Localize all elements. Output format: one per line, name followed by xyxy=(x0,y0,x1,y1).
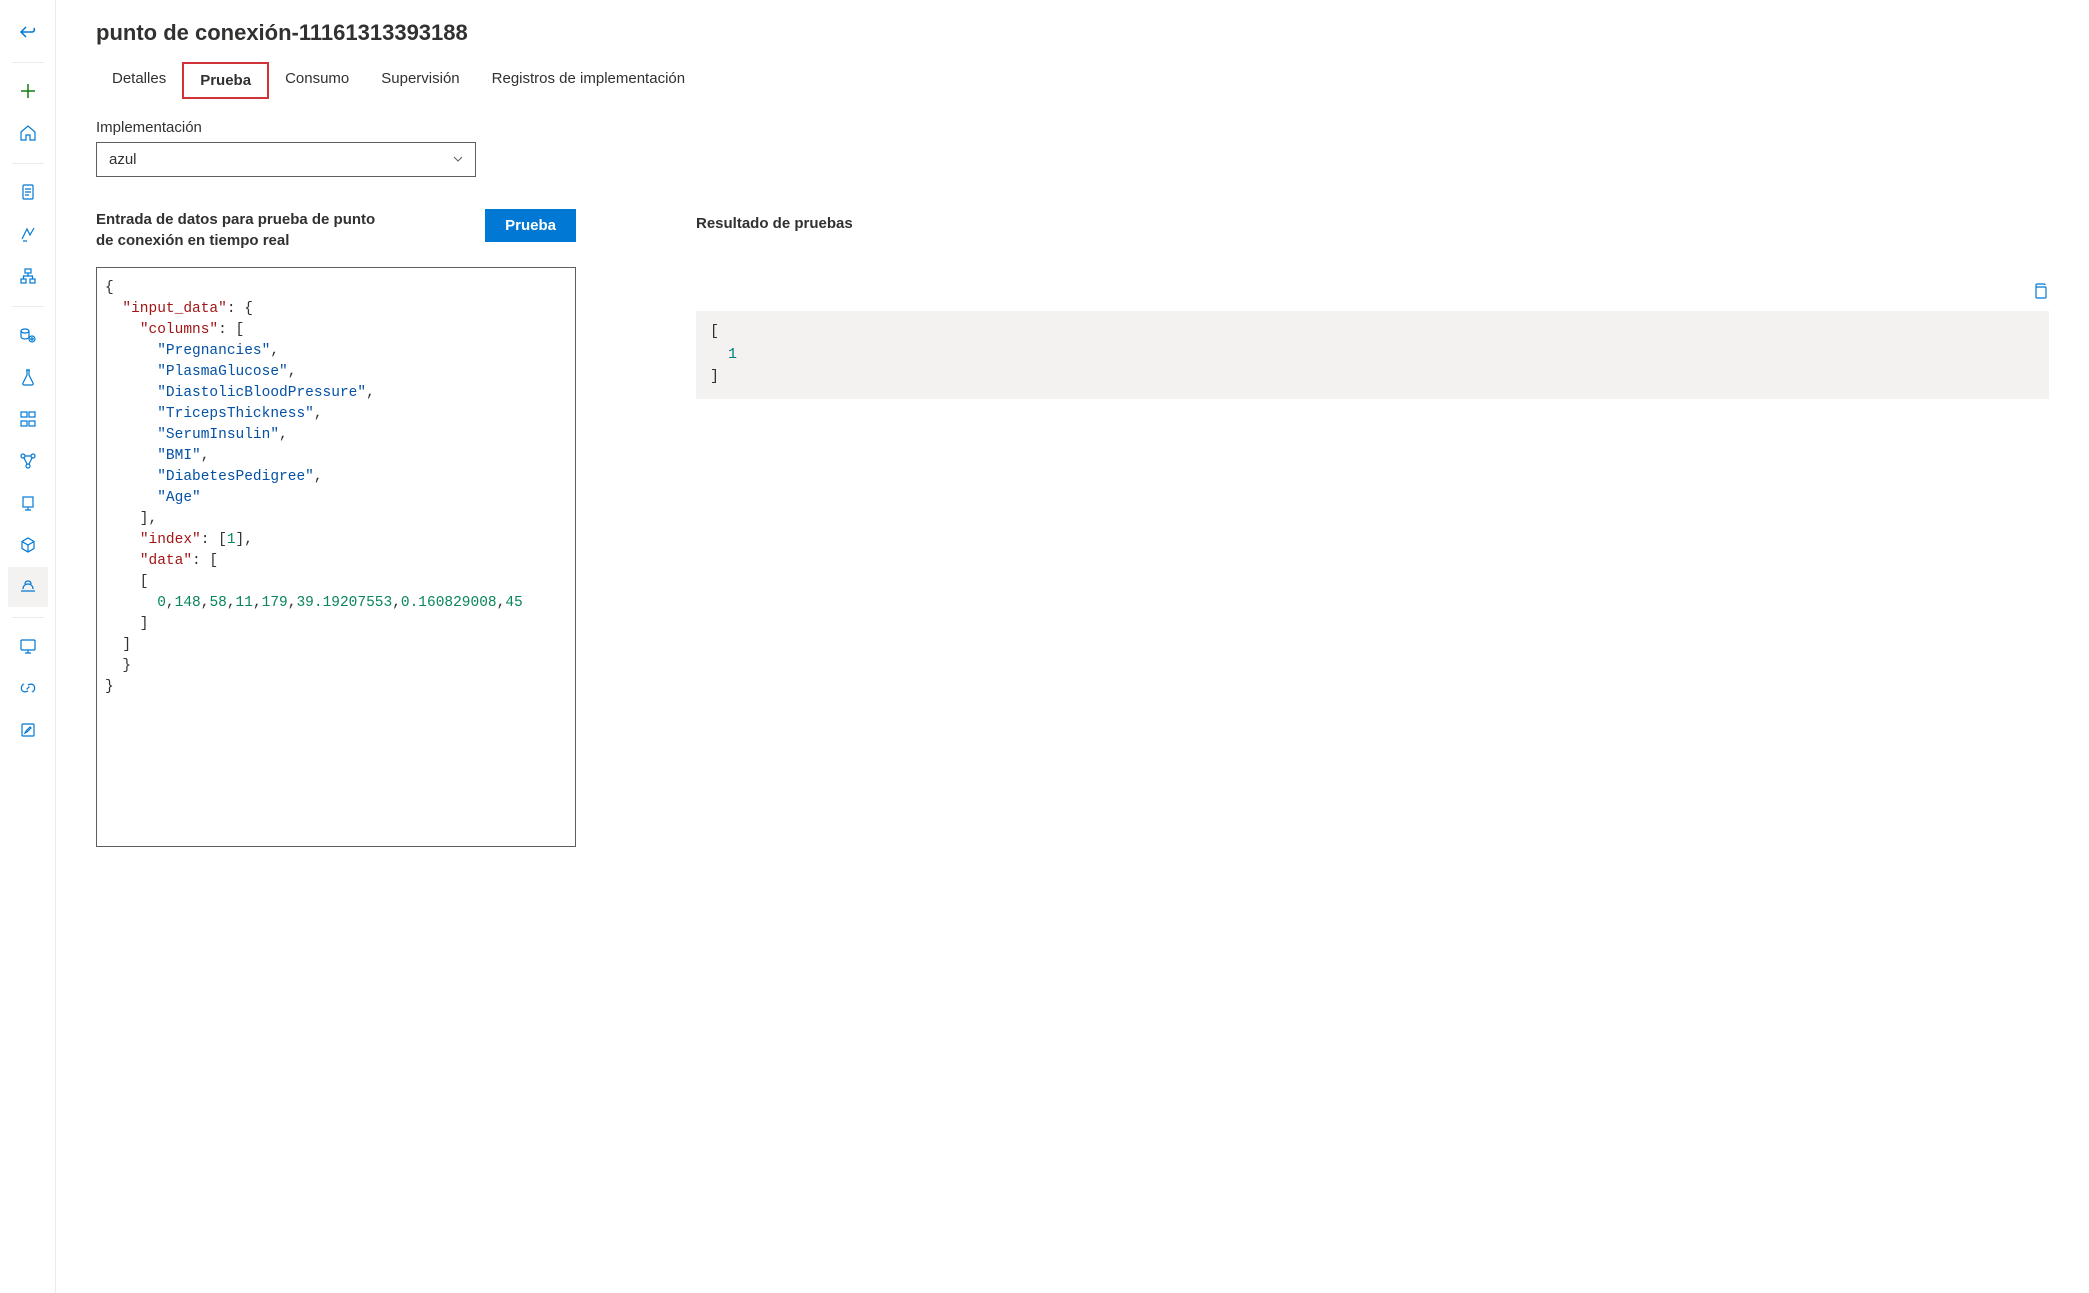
input-json-editor[interactable]: { "input_data": { "columns": [ "Pregnanc… xyxy=(96,267,576,847)
main-content: punto de conexión-11161313393188 Detalle… xyxy=(56,0,2089,1293)
divider xyxy=(12,306,44,307)
output-column: Resultado de pruebas [ 1 ] xyxy=(696,209,2049,847)
input-section-title: Entrada de datos para prueba de punto de… xyxy=(96,209,396,251)
tabs: Detalles Prueba Consumo Supervisión Regi… xyxy=(96,62,2049,99)
add-icon[interactable] xyxy=(8,71,48,111)
divider xyxy=(12,163,44,164)
result-section-title: Resultado de pruebas xyxy=(696,215,2049,232)
monitor-icon[interactable] xyxy=(8,626,48,666)
tab-test[interactable]: Prueba xyxy=(182,62,269,99)
edit-icon[interactable] xyxy=(8,710,48,750)
experiments-icon[interactable] xyxy=(8,357,48,397)
tab-consume[interactable]: Consumo xyxy=(269,62,365,99)
deployment-select[interactable]: azul xyxy=(96,142,476,177)
back-icon[interactable] xyxy=(8,12,48,52)
automl-icon[interactable] xyxy=(8,214,48,254)
input-section-header: Entrada de datos para prueba de punto de… xyxy=(96,209,576,251)
tab-logs[interactable]: Registros de implementación xyxy=(476,62,701,99)
compute-icon[interactable] xyxy=(8,483,48,523)
sidebar xyxy=(0,0,56,1293)
link-icon[interactable] xyxy=(8,668,48,708)
divider xyxy=(12,62,44,63)
data-icon[interactable] xyxy=(8,315,48,355)
endpoints-icon[interactable] xyxy=(8,567,48,607)
pipelines-icon[interactable] xyxy=(8,399,48,439)
deployment-select-wrapper: azul xyxy=(96,142,476,177)
environments-icon[interactable] xyxy=(8,525,48,565)
tab-details[interactable]: Detalles xyxy=(96,62,182,99)
content-row: Entrada de datos para prueba de punto de… xyxy=(96,209,2049,847)
test-button[interactable]: Prueba xyxy=(485,209,576,242)
divider xyxy=(12,617,44,618)
result-output: [ 1 ] xyxy=(696,311,2049,399)
home-icon[interactable] xyxy=(8,113,48,153)
clipboard-icon[interactable] xyxy=(8,172,48,212)
models-icon[interactable] xyxy=(8,441,48,481)
copy-icon[interactable] xyxy=(2031,282,2049,303)
input-column: Entrada de datos para prueba de punto de… xyxy=(96,209,576,847)
designer-icon[interactable] xyxy=(8,256,48,296)
tab-monitor[interactable]: Supervisión xyxy=(365,62,475,99)
page-title: punto de conexión-11161313393188 xyxy=(96,20,2049,46)
deployment-label: Implementación xyxy=(96,119,2049,136)
